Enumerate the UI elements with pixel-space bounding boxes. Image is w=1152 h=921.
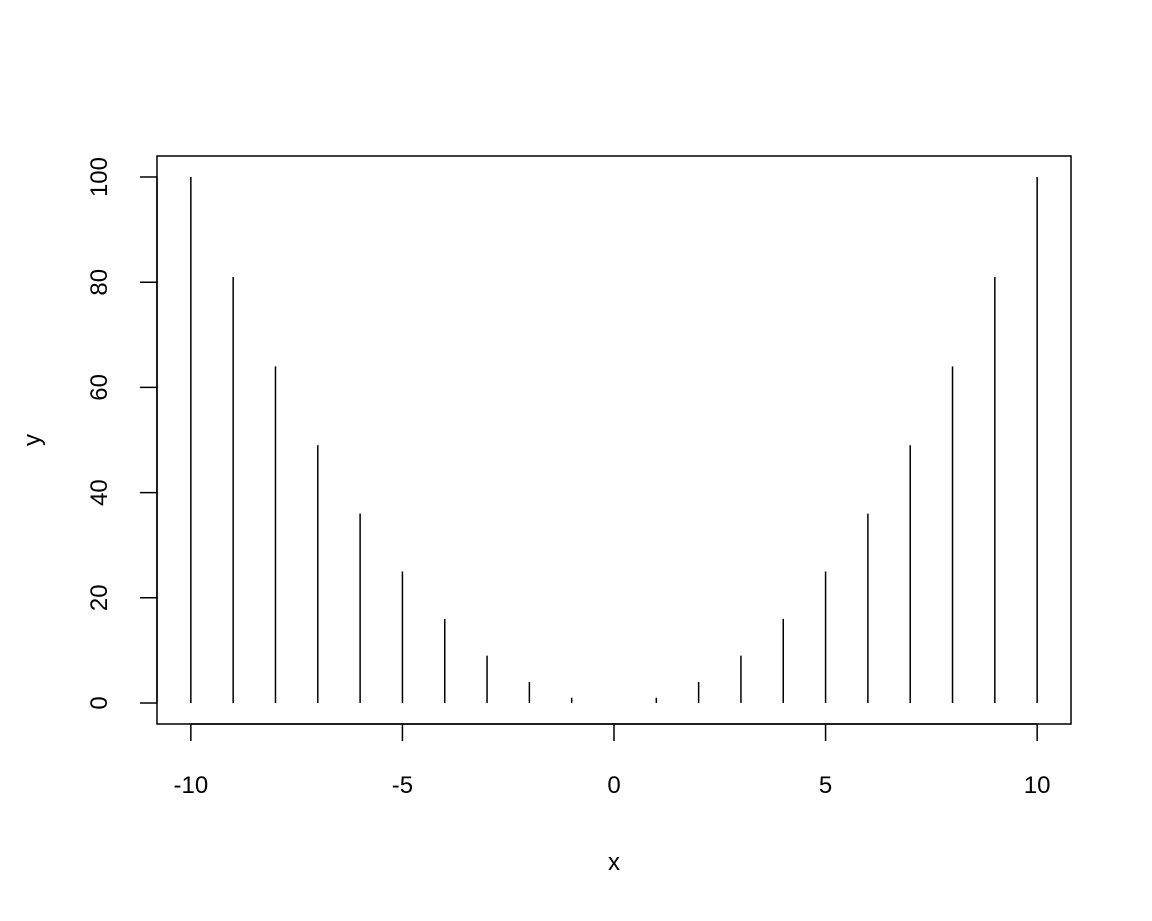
y-tick-label: 40	[86, 479, 113, 506]
y-tick-label: 60	[86, 374, 113, 401]
x-tick-label: 5	[819, 772, 832, 799]
y-tick-label: 100	[86, 157, 113, 197]
spikes	[190, 177, 1038, 703]
x-axis-label: x	[608, 849, 620, 876]
x-tick-label: -10	[174, 772, 209, 799]
y-tick-label: 20	[86, 584, 113, 611]
y-axis-label: y	[19, 434, 46, 446]
y-tick-label: 80	[86, 269, 113, 296]
x-tick-label: -5	[392, 772, 413, 799]
x-tick-label: 10	[1024, 772, 1051, 799]
y-axis: 0 20 40 60 80 100	[86, 157, 158, 710]
y-tick-label: 0	[86, 696, 113, 709]
x-tick-label: 0	[607, 772, 620, 799]
plot-box	[156, 155, 1072, 725]
x-axis: -10 -5 0 5 10	[174, 723, 1051, 799]
